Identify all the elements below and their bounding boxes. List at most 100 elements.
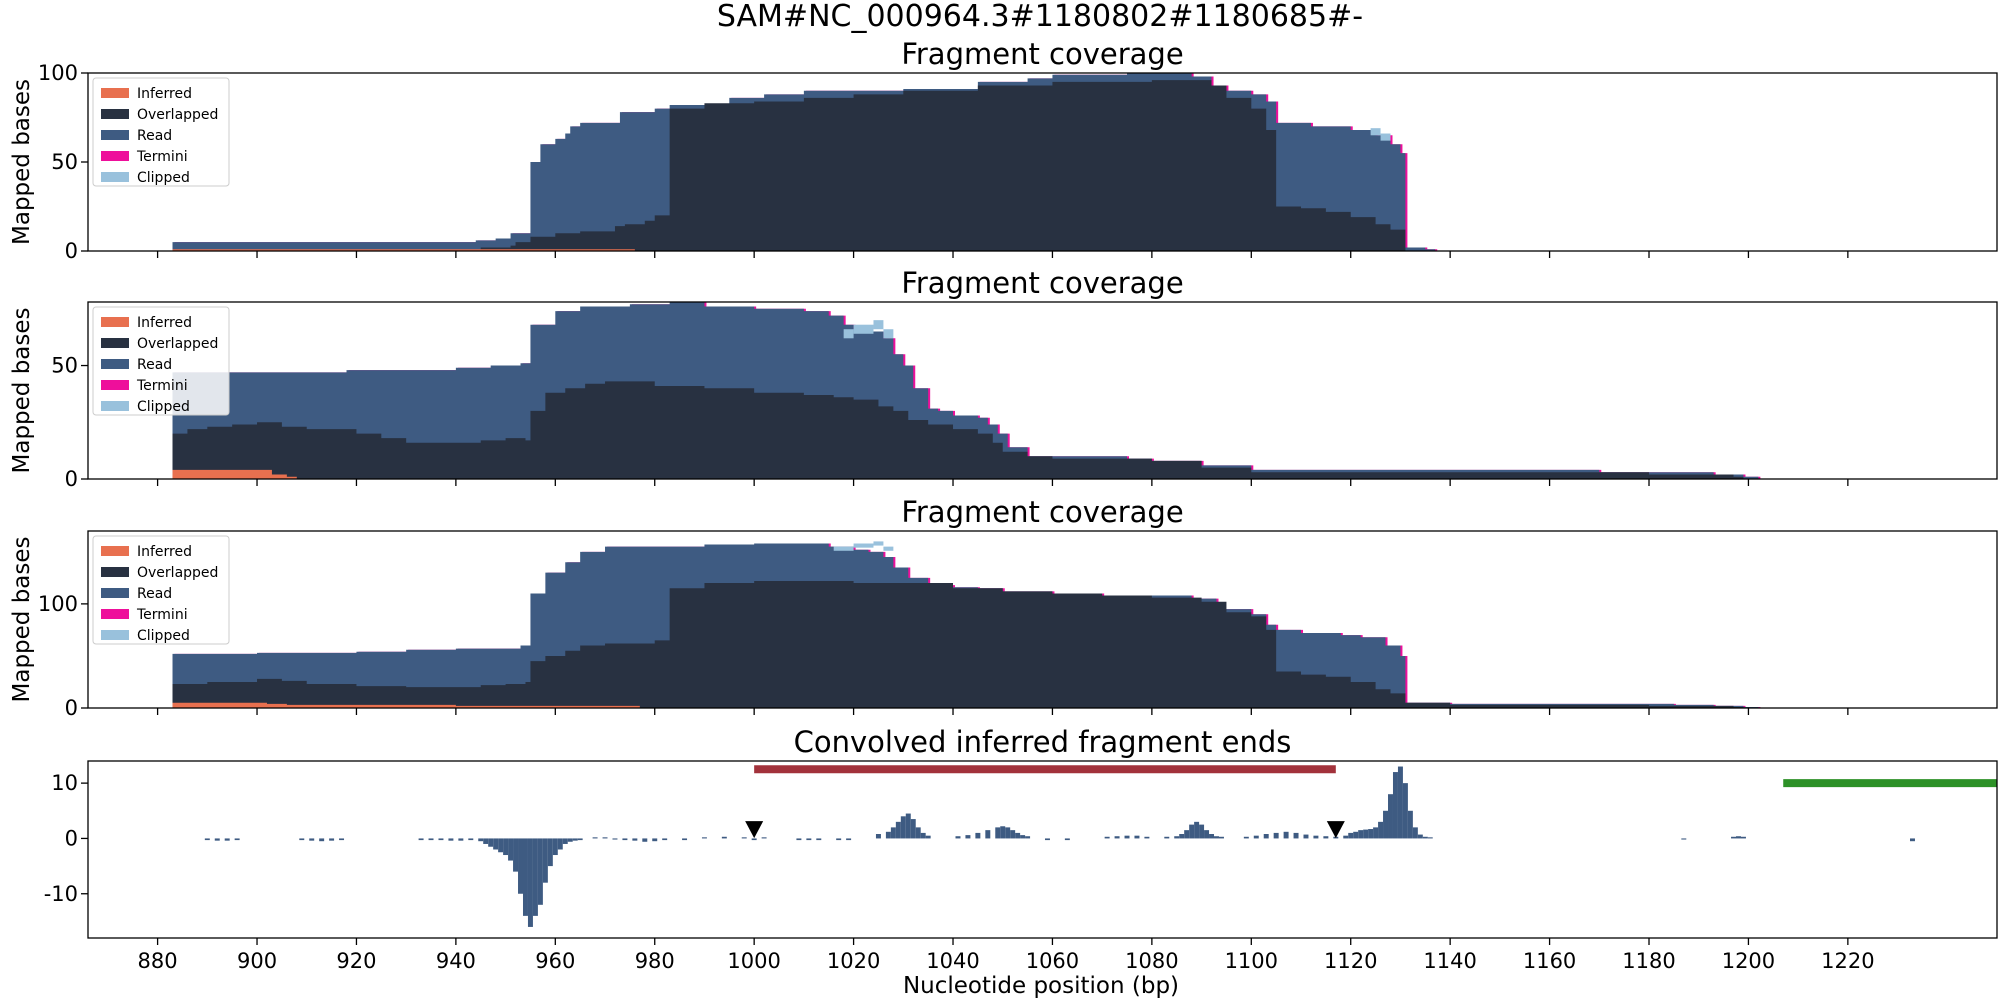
end-signal-bar [925,835,931,839]
legend-label: Clipped [137,399,190,415]
end-signal-bar [1407,810,1413,839]
clipped-coverage-segment [883,329,894,339]
legend: Inferred Overlapped Read Termini Clipped [92,77,230,187]
end-signal-bar [468,838,474,841]
end-signal-bar [438,838,444,841]
y-tick-label: 50 [51,354,78,378]
end-signal-bar [796,838,802,841]
legend-swatch [101,380,129,390]
end-signal-bar [572,838,578,841]
y-axis-label: Mapped bases [9,79,35,245]
legend-label: Clipped [137,628,190,644]
end-signal-bar [1731,836,1737,839]
y-axis-label: Mapped bases [9,536,35,702]
end-signal-bar [1378,821,1384,839]
end-signal-bar [1392,772,1398,839]
x-tick-label: 1020 [827,949,880,973]
end-signal-bar [1273,832,1279,839]
plot-area [172,302,1766,479]
legend-label: Inferred [137,544,192,560]
inferred-coverage-area [172,469,302,479]
end-signal-bar [1363,829,1369,839]
end-signal-bar [1204,830,1210,839]
end-signal-bar [1174,836,1180,839]
legend-swatch [101,546,129,556]
x-tick-label: 1220 [1821,949,1874,973]
end-signal-bar [1263,834,1269,839]
end-signal-bar [1064,838,1070,841]
end-signal-bar [915,827,921,839]
end-signal-bar [1184,830,1190,839]
end-signal-bar [542,838,548,883]
end-signal-bar [721,836,727,839]
end-signal-bar [1020,835,1026,839]
end-signal-bar [458,838,464,841]
y-axis-label: Mapped bases [9,307,35,473]
legend-label: Overlapped [137,565,218,581]
x-tick-label: 920 [336,949,376,973]
x-tick-label: 1180 [1622,949,1675,973]
end-signal-bar [498,838,504,853]
end-signal-bar [1383,810,1389,839]
end-signal-bar [1025,836,1031,839]
panel-title: Fragment coverage [901,37,1183,71]
end-signal-bar [1253,835,1259,839]
end-signal-bar [1422,836,1428,839]
end-signal-bar [518,838,523,894]
end-signal-bar [741,837,747,839]
end-signal-bar [1412,827,1418,839]
legend-swatch [101,172,129,182]
y-tick-label: 10 [51,771,78,795]
legend-label: Termini [136,607,188,623]
x-tick-label: 900 [237,949,277,973]
x-tick-label: 1140 [1423,949,1476,973]
end-signal-bar [1010,830,1016,839]
end-signal-bar [975,832,981,839]
legend-label: Termini [136,378,188,394]
legend-swatch [101,567,129,577]
panel-title: Fragment coverage [901,266,1183,300]
legend-swatch [101,151,129,161]
end-signal-bar [1189,824,1195,839]
end-signal-bar [985,830,991,839]
y-tick-label: 0 [65,467,78,491]
panel-title: Convolved inferred fragment ends [794,725,1292,759]
end-signal-bar [329,838,335,841]
end-signal-bar [910,819,916,839]
y-tick-label: 0 [65,239,78,263]
plot-area [172,73,1443,251]
legend-label: Read [137,128,172,144]
end-signal-bar [547,838,553,867]
end-signal-bar [1323,836,1329,839]
end-signal-bar [682,838,688,841]
legend-swatch [101,401,129,411]
overlapped-coverage-area [172,80,1411,251]
end-signal-bar [1313,835,1319,839]
end-signal-bar [642,838,648,842]
legend-swatch [101,130,129,140]
end-signal-bar [428,838,434,841]
end-signal-bar [836,838,842,841]
end-signal-bar [622,838,628,841]
x-tick-label: 880 [138,949,178,973]
end-signal-bar [1736,836,1741,839]
plot-area [172,541,1766,708]
end-signal-bar [1358,830,1364,839]
x-tick-label: 1000 [727,949,780,973]
end-signal-bar [1283,831,1289,839]
end-signal-bar [1368,829,1374,839]
axes-frame [87,760,1998,939]
end-signal-bar [1397,766,1403,839]
end-signal-bar [532,838,538,916]
panel-2: 0 50 Fragment coverage Mapped bases Inferred… [9,266,1998,491]
y-tick-label: 0 [65,696,78,720]
end-signal-bar [1214,836,1219,839]
legend: Inferred Overlapped Read Termini Clipped [92,535,230,645]
legend-swatch [101,630,129,640]
end-signal-bar [562,838,568,844]
legend-swatch [101,109,129,119]
end-signal-bar [1353,831,1359,839]
end-signal-bar [1402,783,1408,839]
clipped-coverage-segment [843,329,854,339]
